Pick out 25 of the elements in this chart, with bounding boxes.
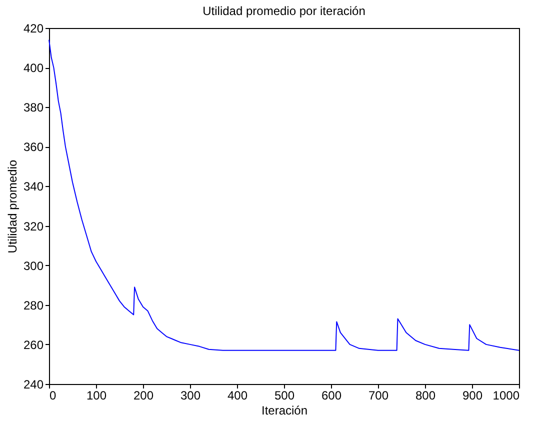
x-tick-label: 1000 [492,388,520,402]
y-tick-label: 340 [23,180,44,194]
y-tick-label: 420 [23,22,44,36]
y-tick-label: 280 [23,298,44,312]
y-tick-label: 240 [23,378,44,392]
x-tick-label: 200 [133,388,154,402]
y-tick-label: 380 [23,100,44,115]
x-tick-label: 700 [368,388,389,402]
y-tick-label: 260 [23,338,44,352]
x-tick-label: 600 [321,388,342,402]
x-axis-title: Iteración [261,404,308,418]
chart-title: Utilidad promedio por iteración [202,4,366,18]
y-tick-label: 360 [23,140,44,154]
x-tick-label: 300 [180,388,201,402]
x-tick-label: 800 [415,388,436,402]
x-tick-label: 0 [50,388,56,402]
y-tick-label: 320 [23,219,44,234]
line-series [48,39,520,351]
x-tick-label: 400 [227,388,248,402]
x-tick-label: 500 [274,388,295,402]
y-axis-title: Utilidad promedio [5,159,20,254]
y-tick-label: 400 [23,61,44,76]
x-tick-label: 100 [86,388,107,402]
y-tick-label: 300 [23,258,44,273]
x-tick-label: 900 [462,388,483,402]
